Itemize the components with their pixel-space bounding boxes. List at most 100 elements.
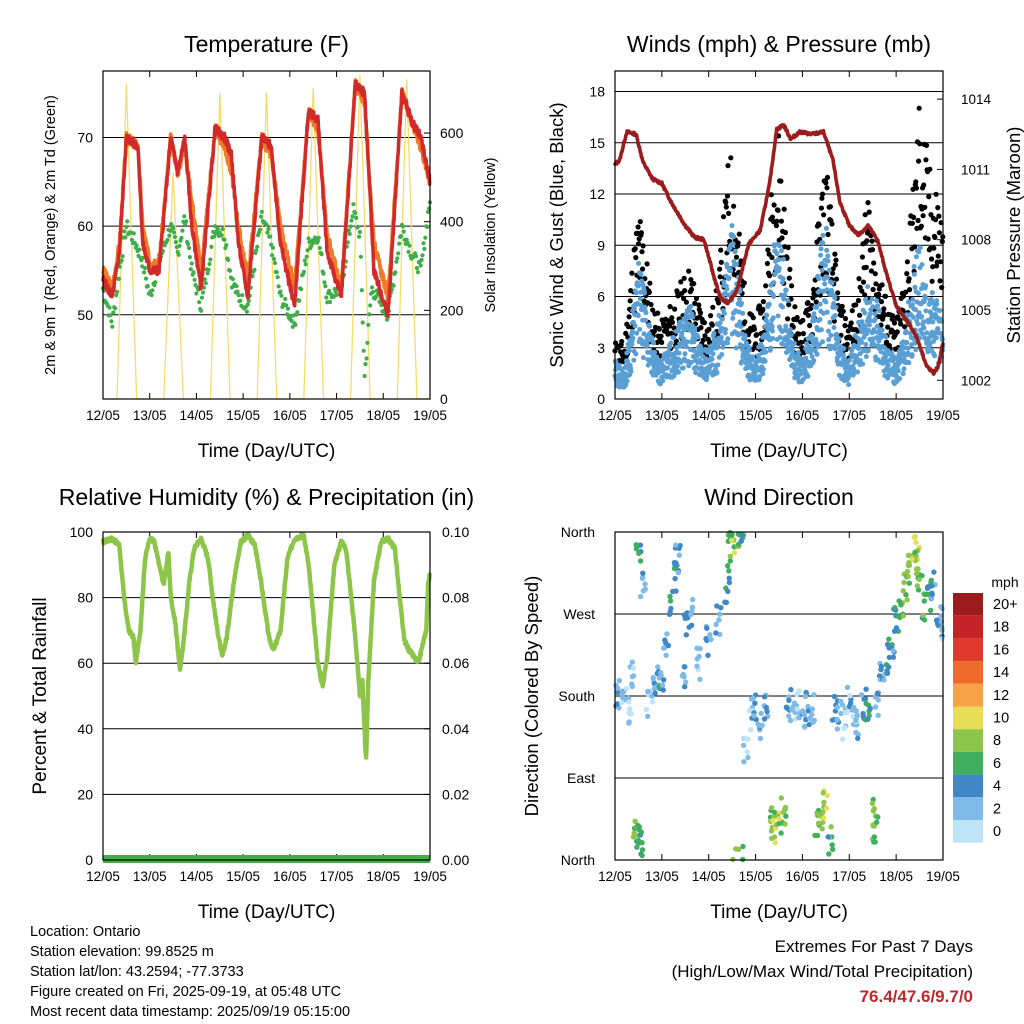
wind-point <box>870 304 876 310</box>
direction-point <box>639 847 646 853</box>
dewpoint-point <box>354 215 359 220</box>
x-tick-label: 17/05 <box>320 869 354 884</box>
wind-point <box>719 352 725 357</box>
wind-point <box>825 328 831 334</box>
wind-point <box>869 296 875 302</box>
wind-point <box>846 382 852 388</box>
dewpoint-point <box>188 267 193 272</box>
gust-point <box>683 299 690 305</box>
wind-point <box>924 330 930 336</box>
wind-point <box>643 310 649 316</box>
wind-point <box>776 265 782 271</box>
direction-point <box>626 720 632 726</box>
gust-point <box>751 326 758 332</box>
wind-point <box>730 315 736 321</box>
dewpoint-point <box>327 288 332 293</box>
dewpoint-point <box>143 276 149 281</box>
panel-title: Wind Direction <box>704 484 854 510</box>
wind-point <box>937 308 943 314</box>
gust-point <box>636 241 642 247</box>
wind-point <box>812 317 818 323</box>
wind-point <box>652 349 658 355</box>
dewpoint-point <box>333 289 338 294</box>
direction-point <box>673 588 679 594</box>
dewpoint-point <box>421 241 426 246</box>
gust-point <box>754 332 760 338</box>
dewpoint-point <box>293 322 298 327</box>
colorbar-label: 14 <box>993 665 1009 681</box>
wind-point <box>667 344 673 350</box>
dewpoint-point <box>200 290 206 295</box>
gust-point <box>931 245 937 251</box>
direction-point <box>635 822 641 829</box>
dewpoint-point <box>171 226 176 231</box>
dewpoint-point <box>111 310 116 315</box>
direction-point <box>661 677 667 683</box>
y-tick-label: 12 <box>589 186 605 202</box>
gust-point <box>926 194 932 200</box>
colorbar-swatch <box>953 615 983 639</box>
direction-point <box>655 664 661 670</box>
y2-tick-label: 0 <box>440 391 448 407</box>
direction-point <box>682 664 688 670</box>
direction-point <box>707 632 713 638</box>
direction-point <box>874 690 881 697</box>
gust-point <box>735 240 741 246</box>
gust-point <box>710 304 716 310</box>
wind-point <box>710 351 716 357</box>
gust-point <box>904 271 910 277</box>
y2-tick-label: 1014 <box>961 92 992 107</box>
wind-point <box>721 311 727 316</box>
gust-point <box>871 260 877 266</box>
wind-point <box>814 304 820 310</box>
latlon-text: Station lat/lon: 43.2594; -77.3733 <box>30 964 244 980</box>
gust-point <box>869 238 875 244</box>
wind-point <box>779 280 785 285</box>
direction-point <box>649 699 656 705</box>
y2-tick-label: 0.10 <box>442 524 469 540</box>
direction-point <box>713 621 719 628</box>
gust-point <box>702 333 708 339</box>
dewpoint-point <box>187 255 192 260</box>
direction-point <box>867 705 873 712</box>
y2-tick-label: 1002 <box>961 373 991 388</box>
direction-point <box>890 654 896 660</box>
wind-point <box>782 292 788 298</box>
extremes-values: 76.4/47.6/9.7/0 <box>859 987 973 1006</box>
dewpoint-point <box>199 295 205 300</box>
wind-point <box>776 257 782 263</box>
gust-point <box>832 251 838 257</box>
direction-point <box>786 697 792 703</box>
wind-point <box>863 354 869 360</box>
direction-point <box>782 821 788 827</box>
direction-point <box>764 708 770 715</box>
wind-point <box>817 317 823 322</box>
elevation-text: Station elevation: 99.8525 m <box>30 944 214 960</box>
dewpoint-point <box>215 226 220 232</box>
gust-point <box>869 247 876 253</box>
dewpoint-point <box>317 245 322 251</box>
dewpoint-point <box>230 277 235 282</box>
gust-point <box>669 315 675 321</box>
wind-point <box>909 302 915 308</box>
direction-point <box>901 579 907 586</box>
wind-point <box>909 352 915 358</box>
direction-point <box>708 636 714 643</box>
direction-point <box>903 592 909 598</box>
wind-point <box>688 359 694 365</box>
gust-point <box>929 278 935 284</box>
direction-point <box>629 683 635 690</box>
wind-point <box>918 286 924 292</box>
wind-point <box>737 288 743 294</box>
dewpoint-point <box>304 254 309 259</box>
gust-point <box>825 231 831 238</box>
gust-point <box>639 249 645 255</box>
gust-point <box>859 288 865 294</box>
x-tick-label: 15/05 <box>739 408 773 423</box>
wind-point <box>923 283 929 289</box>
wind-point <box>913 307 918 313</box>
direction-point <box>629 659 635 665</box>
dewpoint-point <box>425 224 430 230</box>
wind-point <box>668 340 674 346</box>
direction-point <box>741 759 747 765</box>
